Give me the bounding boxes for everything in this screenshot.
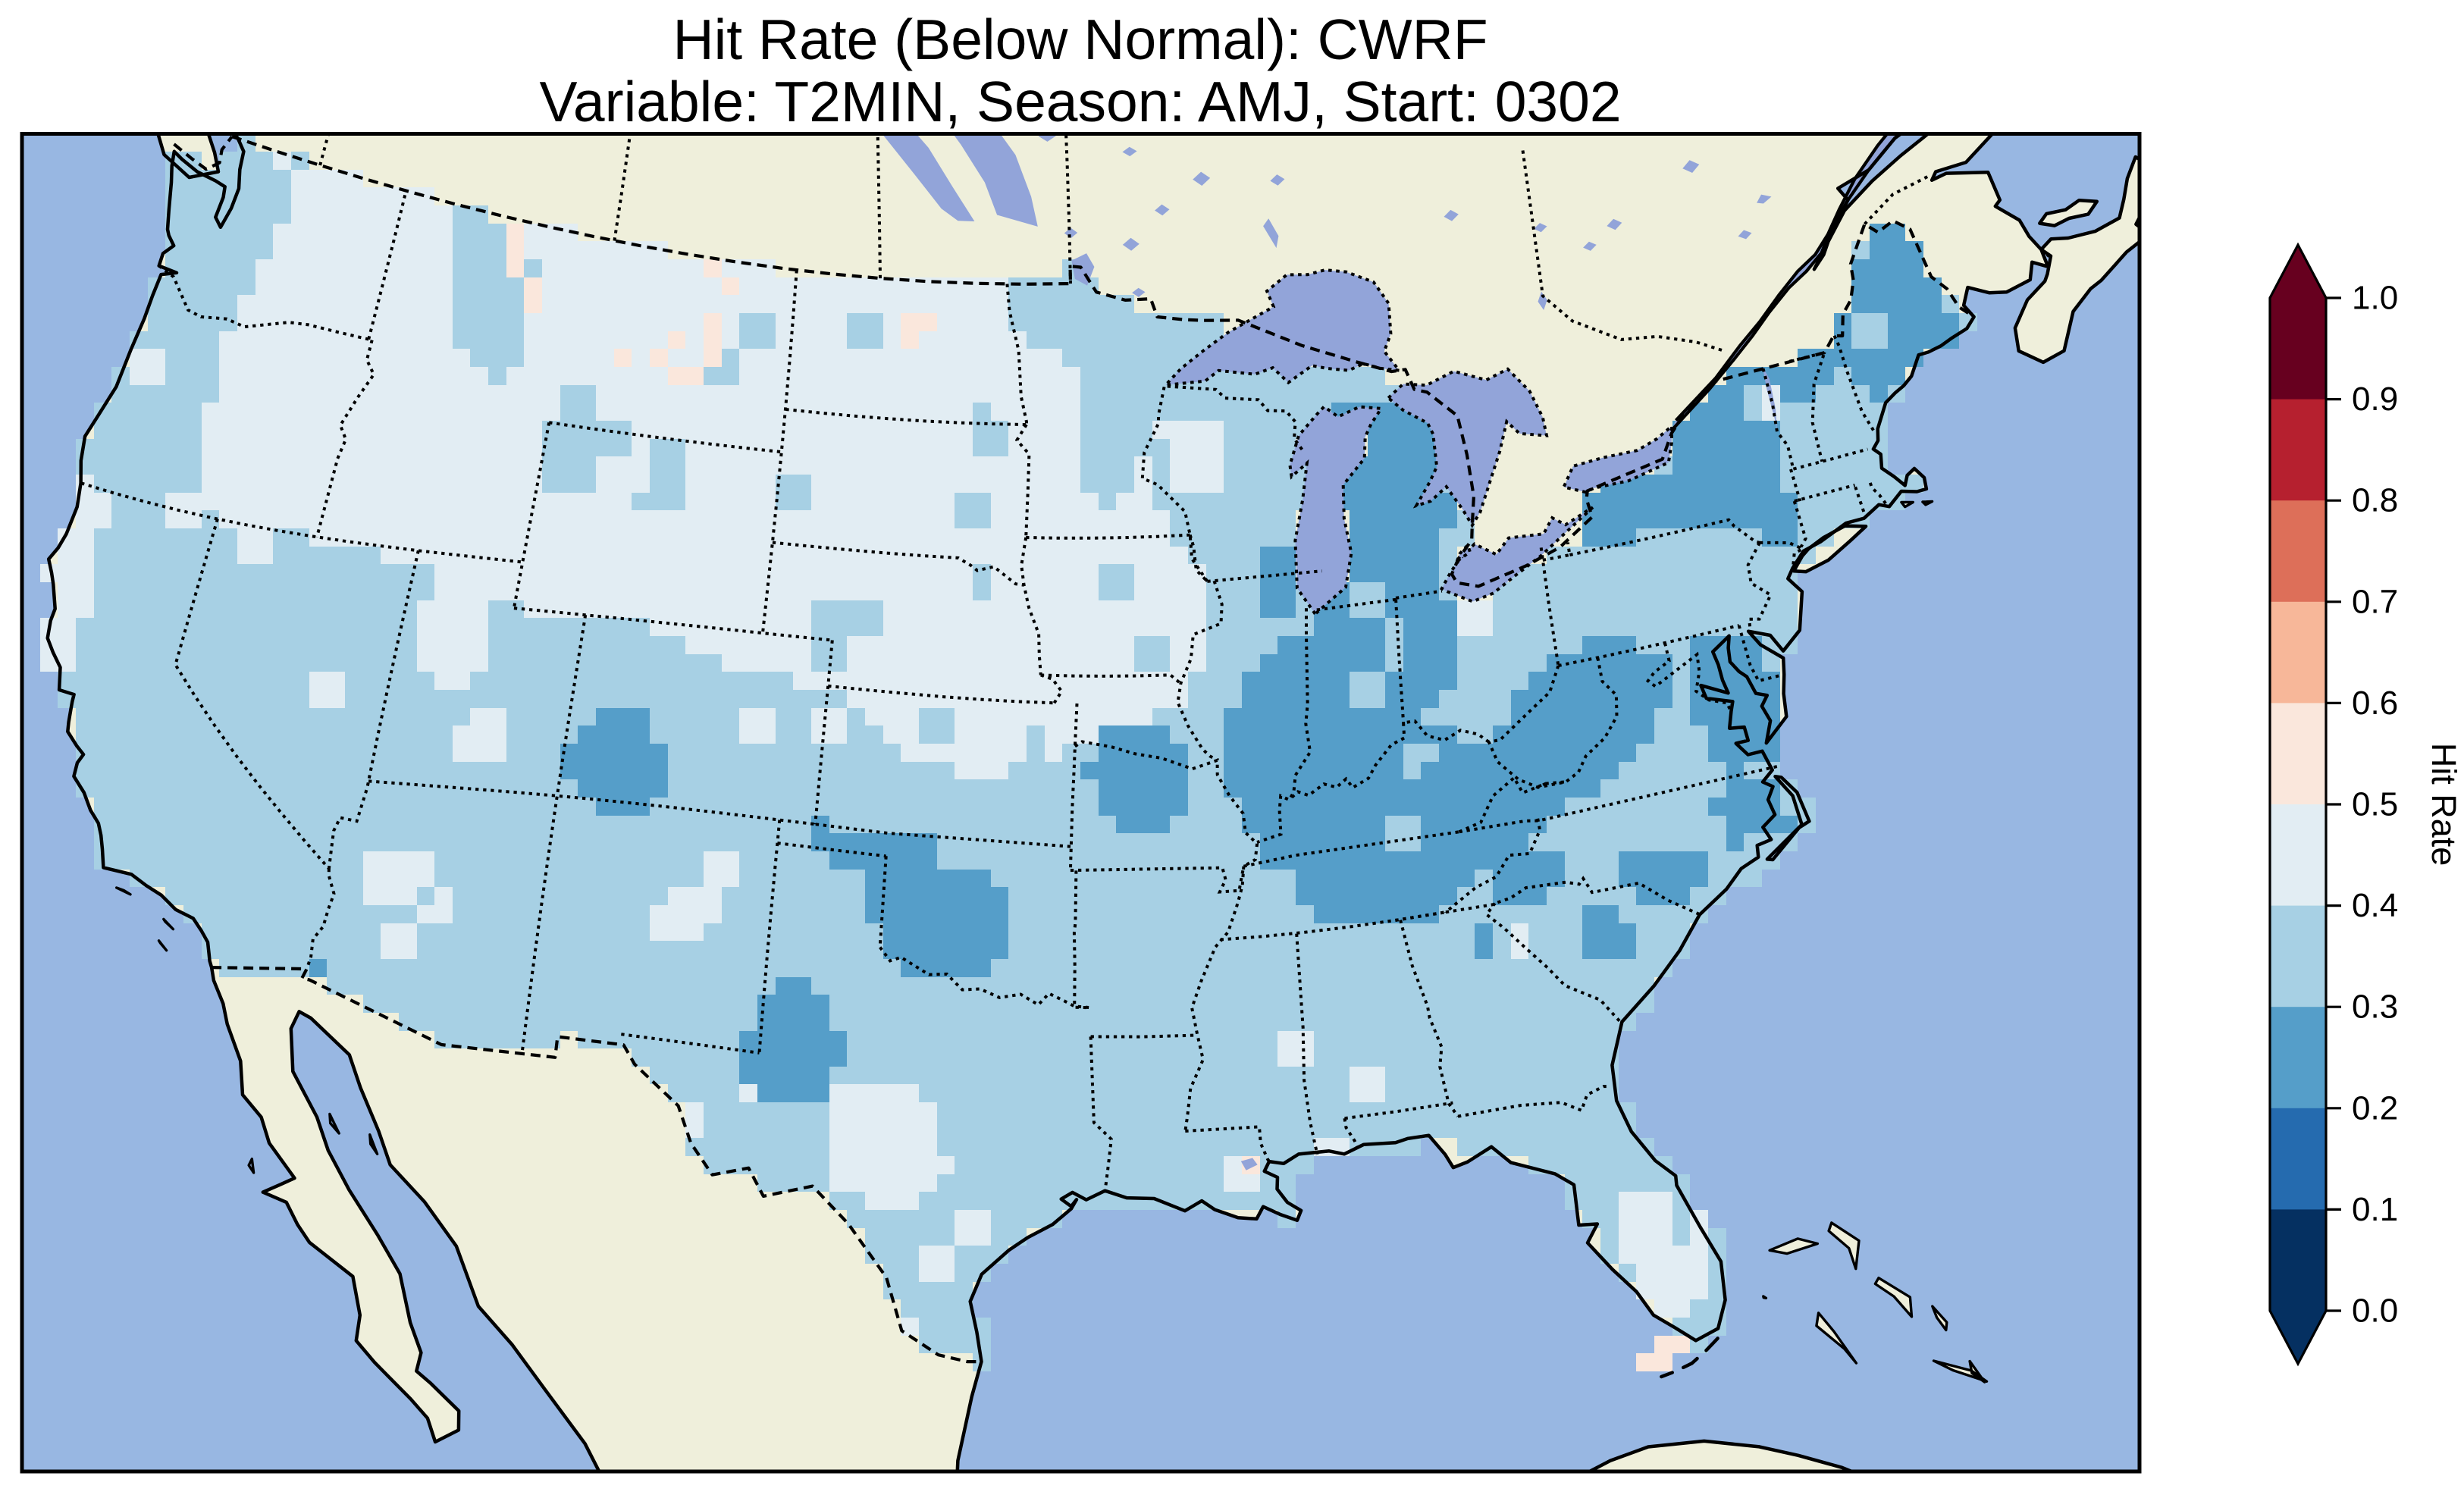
svg-text:1.0: 1.0 bbox=[2352, 280, 2398, 317]
svg-text:0.9: 0.9 bbox=[2352, 381, 2398, 418]
svg-text:0.8: 0.8 bbox=[2352, 482, 2398, 519]
svg-text:Variable: T2MIN, Season: AMJ,: Variable: T2MIN, Season: AMJ, Start: 030… bbox=[539, 70, 1621, 133]
svg-text:Hit Rate: Hit Rate bbox=[2425, 743, 2463, 867]
svg-text:0.6: 0.6 bbox=[2352, 685, 2398, 722]
svg-text:0.0: 0.0 bbox=[2352, 1293, 2398, 1330]
svg-text:0.7: 0.7 bbox=[2352, 583, 2398, 620]
svg-text:Hit Rate (Below Normal): CWRF: Hit Rate (Below Normal): CWRF bbox=[672, 8, 1487, 71]
svg-text:0.4: 0.4 bbox=[2352, 887, 2398, 924]
svg-text:0.2: 0.2 bbox=[2352, 1089, 2398, 1127]
svg-text:0.3: 0.3 bbox=[2352, 989, 2398, 1026]
svg-text:0.5: 0.5 bbox=[2352, 786, 2398, 823]
svg-text:0.1: 0.1 bbox=[2352, 1191, 2398, 1228]
